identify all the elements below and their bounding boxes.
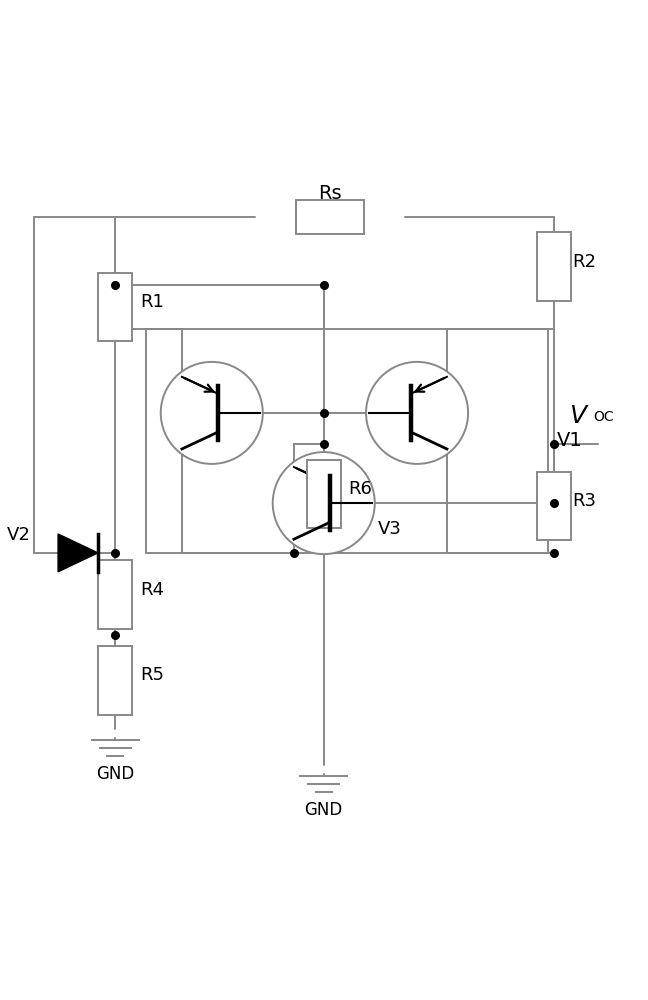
Text: V3: V3 <box>378 520 402 538</box>
Text: R5: R5 <box>140 666 164 684</box>
Polygon shape <box>58 534 98 572</box>
Text: V1: V1 <box>557 431 583 450</box>
Bar <box>98 560 132 629</box>
Bar <box>295 200 364 234</box>
Text: R3: R3 <box>573 492 597 510</box>
Bar <box>537 232 571 301</box>
Text: R4: R4 <box>140 581 164 599</box>
Text: OC: OC <box>593 410 614 424</box>
Circle shape <box>161 362 263 464</box>
Text: V: V <box>570 404 586 428</box>
Circle shape <box>366 362 468 464</box>
Text: Rs: Rs <box>318 184 341 203</box>
Bar <box>537 472 571 540</box>
Text: R6: R6 <box>349 480 373 498</box>
Text: R1: R1 <box>140 293 164 311</box>
Bar <box>307 460 341 528</box>
Text: R2: R2 <box>573 253 597 271</box>
Circle shape <box>273 452 375 554</box>
Text: GND: GND <box>305 801 343 819</box>
Bar <box>146 329 548 553</box>
Bar <box>98 646 132 715</box>
Text: V2: V2 <box>7 526 31 544</box>
Text: GND: GND <box>96 765 134 783</box>
Bar <box>98 273 132 341</box>
